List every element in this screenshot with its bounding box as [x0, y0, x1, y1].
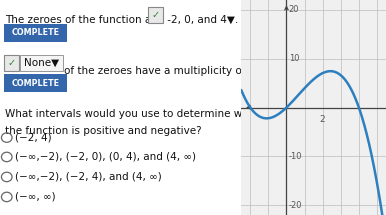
Text: 20: 20: [289, 5, 299, 14]
FancyBboxPatch shape: [4, 55, 19, 71]
Text: 10: 10: [289, 54, 299, 63]
Text: The zeroes of the function are: The zeroes of the function are: [5, 15, 162, 25]
Text: -2, 0, and 4▼.: -2, 0, and 4▼.: [164, 15, 238, 25]
Text: (−∞,−2), (−2, 4), and (4, ∞): (−∞,−2), (−2, 4), and (4, ∞): [15, 172, 162, 182]
Text: -10: -10: [289, 152, 302, 161]
FancyBboxPatch shape: [4, 74, 67, 92]
Text: ✓: ✓: [151, 10, 159, 20]
Text: COMPLETE: COMPLETE: [12, 28, 59, 37]
Text: None▼: None▼: [24, 58, 59, 68]
Text: 2: 2: [320, 115, 325, 124]
Text: (−∞, ∞): (−∞, ∞): [15, 192, 56, 202]
Text: (−2, 4): (−2, 4): [15, 133, 52, 143]
Text: the function is positive and negative?: the function is positive and negative?: [5, 126, 201, 136]
FancyBboxPatch shape: [4, 24, 67, 42]
Text: of the zeroes have a multiplicity of 2.: of the zeroes have a multiplicity of 2.: [64, 66, 259, 76]
Text: COMPLETE: COMPLETE: [12, 79, 59, 88]
FancyBboxPatch shape: [20, 55, 63, 71]
Text: (−∞,−2), (−2, 0), (0, 4), and (4, ∞): (−∞,−2), (−2, 0), (0, 4), and (4, ∞): [15, 152, 196, 162]
Text: ✓: ✓: [8, 58, 16, 68]
Text: What intervals would you use to determine where: What intervals would you use to determin…: [5, 109, 266, 119]
Text: -20: -20: [289, 201, 302, 210]
FancyBboxPatch shape: [148, 7, 163, 23]
